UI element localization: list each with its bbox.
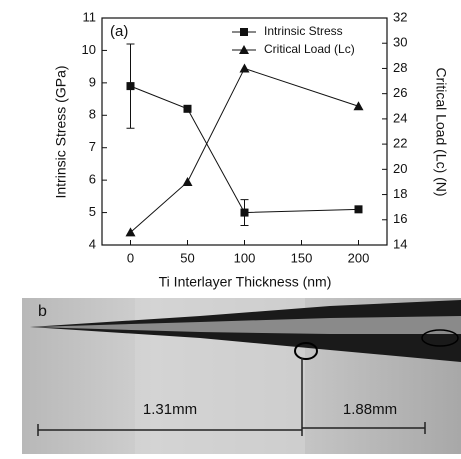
- y-tick-label: 11: [83, 9, 97, 24]
- panel-label: (a): [110, 23, 128, 40]
- y2-tick-label: 14: [393, 236, 407, 251]
- scratch-track: [32, 316, 461, 334]
- crack-mark: [421, 329, 459, 347]
- y-tick-label: 7: [89, 139, 96, 154]
- y-tick-label: 8: [89, 107, 96, 122]
- y2-tick-label: 22: [393, 136, 407, 151]
- x-tick-label: 200: [348, 250, 370, 265]
- y2-axis-label: Critical Load (Lc) (N): [433, 67, 449, 196]
- marker-square: [183, 104, 192, 113]
- photo: b 1.31mm 1.88mm: [22, 298, 461, 454]
- y2-tick-label: 26: [393, 85, 407, 100]
- y2-tick-label: 18: [393, 186, 407, 201]
- y-tick-label: 9: [89, 74, 96, 89]
- marker-square: [240, 28, 248, 36]
- y2-tick-label: 30: [393, 35, 407, 50]
- scale-label: 1.31mm: [143, 401, 197, 418]
- y-axis-label: Intrinsic Stress (GPa): [53, 65, 69, 198]
- x-tick-label: 50: [180, 250, 194, 265]
- y2-tick-label: 20: [393, 161, 407, 176]
- x-tick-label: 100: [234, 250, 256, 265]
- x-axis-label: Ti Interlayer Thickness (nm): [159, 274, 332, 290]
- x-tick-label: 150: [291, 250, 313, 265]
- series-line: [130, 85, 359, 214]
- marker-triangle: [239, 45, 249, 54]
- marker-square: [240, 208, 249, 217]
- y2-tick-label: 24: [393, 110, 407, 125]
- legend-label: Critical Load (Lc): [264, 42, 355, 56]
- marker-square: [354, 205, 363, 214]
- series-line: [130, 67, 359, 233]
- y-tick-label: 4: [89, 236, 96, 251]
- y-tick-label: 6: [89, 172, 96, 187]
- marker-triangle: [239, 63, 250, 73]
- y2-tick-label: 28: [393, 60, 407, 75]
- x-tick-label: 0: [127, 250, 134, 265]
- legend-label: Intrinsic Stress: [264, 24, 343, 38]
- scale-label: 1.88mm: [343, 401, 397, 418]
- marker-triangle: [125, 227, 136, 237]
- marker-square: [126, 82, 135, 91]
- y2-tick-label: 32: [393, 9, 407, 24]
- panel-label: b: [38, 303, 47, 320]
- y-tick-label: 5: [89, 204, 96, 219]
- y2-tick-label: 16: [393, 211, 407, 226]
- crack-mark: [294, 342, 318, 360]
- marker-triangle: [182, 176, 193, 186]
- marker-triangle: [353, 101, 364, 111]
- y-tick-label: 10: [82, 42, 96, 57]
